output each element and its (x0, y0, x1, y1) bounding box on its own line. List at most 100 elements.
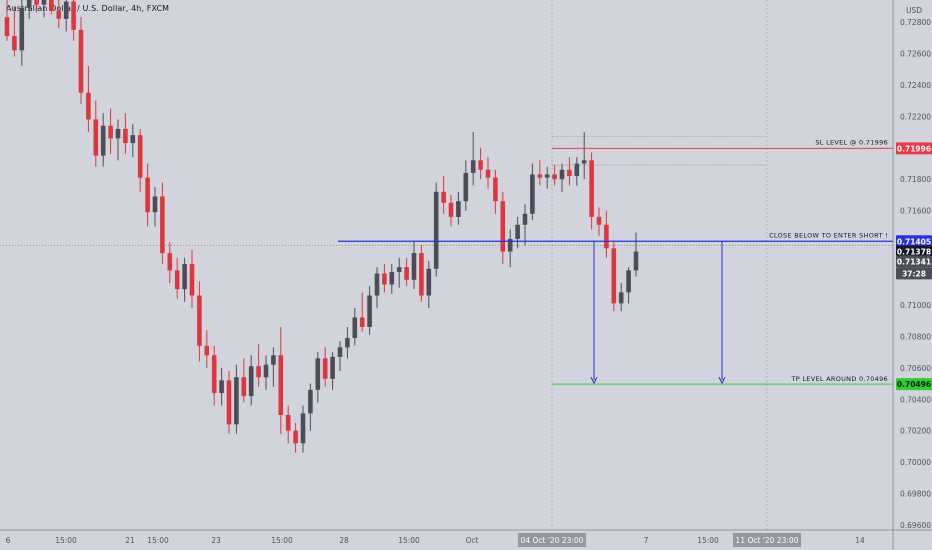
x-axis-tick-label: 14 (855, 536, 865, 545)
candle-body (522, 213, 528, 225)
candle-body (382, 273, 387, 285)
candle-body (500, 201, 506, 252)
candle-body (263, 364, 269, 378)
candle-body (241, 377, 247, 397)
candle-body (41, 0, 47, 5)
candle-body (396, 267, 402, 272)
candle-body (611, 248, 617, 304)
x-axis-tick-label: Oct (466, 536, 479, 545)
candle-body (507, 238, 513, 252)
candle-body (197, 295, 202, 346)
candle-body (145, 177, 150, 213)
y-axis-tick-label: 0.71800 (900, 175, 931, 184)
y-axis-tick-label: 0.70800 (900, 332, 931, 341)
price-tag (896, 142, 932, 155)
candle-body (315, 358, 321, 390)
candle-body (411, 253, 417, 280)
x-axis-tick-label: 15:00 (398, 536, 420, 545)
candle-body (63, 1, 69, 19)
candle-body (160, 196, 165, 254)
candle-body (167, 253, 173, 271)
x-axis-highlight-label: 04 Oct '20 23:00 (521, 536, 584, 545)
candle-body (604, 224, 609, 249)
price-tag (896, 378, 932, 391)
y-axis-tick-label: 0.72200 (900, 112, 931, 121)
candle-body (426, 268, 432, 296)
candle-body (123, 128, 128, 144)
candle-body (56, 10, 62, 19)
candle-body (537, 174, 543, 178)
candle-body (219, 380, 224, 393)
candle-body (26, 0, 32, 8)
y-axis-tick-label: 0.70600 (900, 364, 931, 373)
candle-body (581, 160, 587, 164)
candle-body (248, 366, 254, 397)
candle-body (71, 1, 76, 30)
price-tag (896, 245, 932, 258)
candle-body (271, 355, 276, 365)
x-axis-tick-label: 28 (339, 536, 349, 545)
x-axis-tick-label: 21 (125, 536, 135, 545)
candle-body (567, 169, 572, 177)
candle-body (515, 224, 520, 239)
y-axis-tick-label: 0.72800 (900, 18, 931, 27)
candle-body (12, 36, 17, 51)
candle-body (211, 355, 217, 393)
tp-annotation: TP LEVEL AROUND 0.70496 (791, 375, 888, 383)
candle-body (352, 317, 358, 338)
candle-body (234, 377, 239, 425)
x-axis-tick-label: 15:00 (271, 536, 293, 545)
x-axis-highlight-box (518, 533, 586, 547)
price-tag (896, 235, 932, 248)
candle-body (115, 128, 121, 139)
candle-body (530, 174, 535, 214)
candle-body (189, 264, 195, 296)
price-tag (896, 267, 932, 280)
candle-body (596, 216, 602, 225)
price-tag-label: 0.71341 (897, 257, 931, 266)
y-axis-tick-label: 0.70400 (900, 395, 931, 404)
candle-body (152, 196, 158, 213)
candle-body (574, 163, 580, 177)
x-axis-highlight-label: 11 Oct '20 23:00 (736, 536, 799, 545)
tp-arrow-head (718, 376, 726, 385)
candle-body (559, 169, 565, 180)
x-axis-tick-label: 6 (6, 536, 11, 545)
x-axis-tick-label: 23 (211, 536, 221, 545)
candle-body (448, 202, 454, 217)
candle-body (626, 270, 631, 293)
candle-body (345, 337, 350, 348)
candle-body (374, 273, 380, 296)
y-axis-tick-label: 0.71600 (900, 207, 931, 216)
candle-body (293, 430, 298, 444)
candle-body (49, 0, 54, 11)
chart-title: Australian Dollar / U.S. Dollar, 4h, FXC… (6, 4, 170, 13)
tp-arrow-head (590, 376, 598, 385)
candle-body (589, 160, 594, 217)
candle-body (359, 317, 365, 327)
x-axis-tick-label: 7 (644, 536, 649, 545)
y-axis-tick-label: 0.71000 (900, 301, 931, 310)
candle-body (278, 355, 284, 415)
candle-body (618, 292, 624, 304)
x-axis-tick-label: 15:00 (147, 536, 169, 545)
candle-body (389, 271, 395, 285)
candle-body (493, 177, 498, 202)
candle-body (463, 172, 469, 202)
candle-body (456, 201, 461, 217)
currency-label: USD (906, 6, 922, 15)
candle-body (174, 270, 180, 290)
x-axis-tick-label: 15:00 (697, 536, 719, 545)
candle-body (433, 191, 439, 269)
y-axis-tick-label: 0.72400 (900, 81, 931, 90)
price-tag (896, 255, 932, 268)
candle-body (485, 169, 491, 178)
candle-body (322, 358, 328, 379)
y-axis-tick-label: 0.69800 (900, 490, 931, 499)
candle-body (404, 267, 409, 280)
candle-body (4, 17, 10, 37)
candle-body (330, 356, 335, 379)
candle-body (441, 191, 446, 203)
